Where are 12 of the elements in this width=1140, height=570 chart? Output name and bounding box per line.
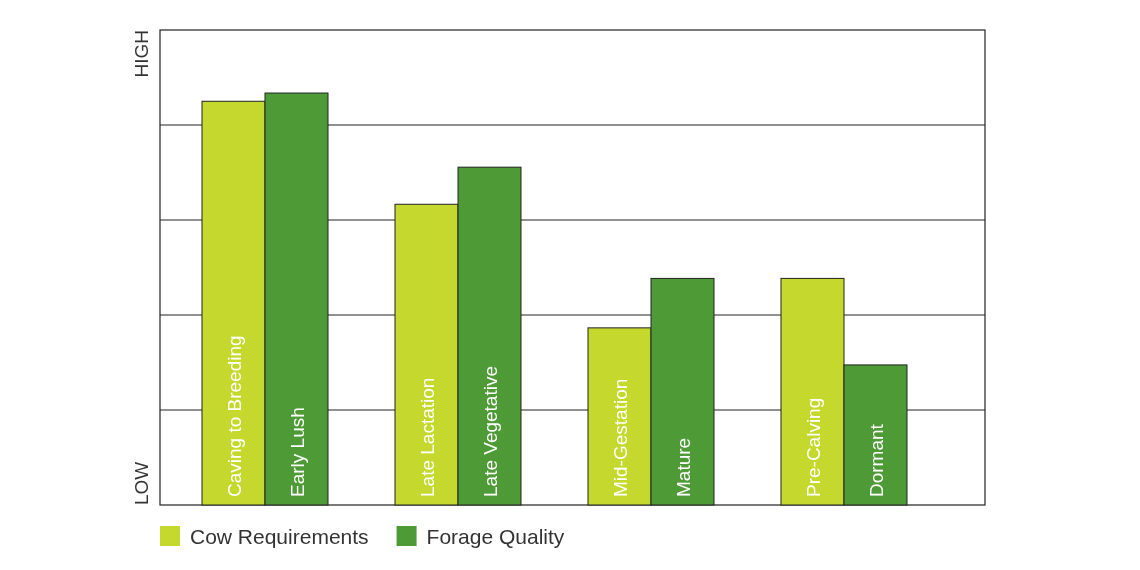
x-tick-label: Mature (672, 437, 694, 497)
legend-label: Forage Quality (426, 525, 565, 548)
x-tick-label: Mid-Gestation (609, 378, 631, 497)
x-tick-label: Dormant (865, 423, 887, 497)
x-tick-label: Late Lactation (416, 377, 438, 497)
x-tick-label: Early Lush (286, 407, 308, 497)
x-tick-label: Caving to Breeding (223, 335, 245, 497)
text: LOW (131, 461, 152, 505)
x-tick-label: Late Vegetative (479, 366, 501, 497)
text: HIGH (131, 30, 152, 78)
legend-label: Cow Requirements (190, 525, 369, 548)
x-tick-label: Pre-Calving (802, 397, 824, 497)
